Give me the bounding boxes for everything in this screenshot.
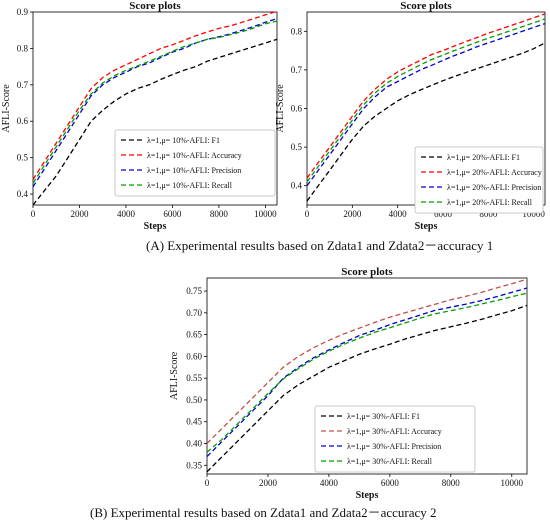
x-tick-label: 4000 (320, 478, 339, 488)
legend-label: λ=1,μ= 20%-AFLI: Precision (447, 183, 541, 192)
series-line-2 (306, 13, 546, 179)
y-tick-label: 0.75 (186, 286, 202, 296)
legend-label: λ=1,μ= 30%-AFLI: F1 (347, 412, 420, 421)
y-tick-label: 0.4 (17, 189, 29, 199)
series-line-2 (206, 278, 528, 444)
x-tick-label: 0 (205, 478, 210, 488)
x-tick-label: 6000 (163, 209, 182, 219)
series-line-4 (206, 292, 528, 453)
y-tick-label: 0.6 (17, 116, 29, 126)
legend-label: λ=1,μ= 10%-AFLI: Precision (147, 166, 241, 175)
x-tick-label: 0 (31, 209, 36, 219)
y-tick-label: 0.7 (291, 65, 303, 75)
x-axis-label: Steps (144, 221, 167, 232)
y-tick-label: 0.60 (186, 351, 202, 361)
legend-label: λ=1,μ= 30%-AFLI: Accuracy (347, 427, 442, 436)
series-line-3 (206, 287, 528, 458)
plot-frame (32, 11, 278, 206)
y-tick-label: 0.8 (17, 43, 29, 53)
chart-2: Score plots 0 2000 4000 6000 8000 10000 0.4 0.5 0… (275, 0, 545, 232)
chart-title: Score plots (129, 0, 181, 12)
series-line-4 (32, 20, 278, 184)
y-axis-label: AFLI-Score (275, 84, 286, 133)
x-tick-label: 10000 (501, 478, 524, 488)
y-tick-label: 0.40 (186, 439, 202, 449)
x-tick-label: 4000 (117, 209, 136, 219)
legend-label: λ=1,μ= 10%-AFLI: F1 (147, 136, 220, 145)
series-line-1 (306, 42, 546, 202)
y-tick-label: 0.55 (186, 373, 202, 383)
x-tick-label: 4000 (389, 209, 408, 219)
y-tick-label: 0.4 (291, 181, 303, 191)
chart-3: Score plots 0 2000 4000 6000 8000 10000 0.35 0.4… (169, 266, 528, 501)
series-line-2 (32, 10, 278, 180)
y-tick-label: 0.7 (17, 80, 29, 90)
series-line-4 (306, 18, 546, 183)
legend-label: λ=1,μ= 20%-AFLI: Recall (447, 198, 533, 207)
x-tick-label: 2000 (70, 209, 89, 219)
y-tick-label: 0.8 (291, 26, 303, 36)
x-axis-label: Steps (415, 221, 438, 232)
x-tick-label: 2000 (343, 209, 362, 219)
y-axis-label: AFLI-Score (169, 351, 180, 400)
series-line-3 (32, 17, 278, 188)
plot-frame (206, 277, 528, 475)
x-tick-label: 0 (305, 209, 310, 219)
legend-label: λ=1,μ= 20%-AFLI: F1 (447, 153, 520, 162)
legend-label: λ=1,μ= 20%-AFLI: Accuracy (447, 168, 542, 177)
legend-label: λ=1,μ= 30%-AFLI: Precision (347, 442, 441, 451)
x-tick-label: 6000 (434, 209, 453, 219)
caption-a: (A) Experimental results based on Zdata1… (146, 238, 494, 253)
legend-label: λ=1,μ= 10%-AFLI: Accuracy (147, 151, 242, 160)
y-tick-label: 0.35 (186, 460, 202, 470)
x-tick-label: 2000 (259, 478, 278, 488)
caption-b: (B) Experimental results based on Zdata1… (90, 505, 437, 520)
series-line-3 (306, 22, 546, 187)
series-line-1 (32, 38, 278, 206)
legend-box (314, 405, 476, 473)
y-tick-label: 0.5 (291, 142, 303, 152)
y-tick-label: 0.50 (186, 395, 202, 405)
chart-title: Score plots (341, 266, 393, 278)
chart-1: Score plots 0 2000 4000 6000 8000 10000 0.4 0.5 0… (1, 0, 278, 232)
x-axis-label: Steps (356, 490, 379, 501)
x-tick-label: 6000 (381, 478, 400, 488)
legend-label: λ=1,μ= 30%-AFLI: Recall (347, 457, 433, 466)
y-tick-label: 0.9 (17, 7, 29, 17)
x-tick-label: 10000 (254, 209, 277, 219)
y-tick-label: 0.5 (17, 153, 29, 163)
chart-title: Score plots (400, 0, 452, 12)
y-tick-label: 0.6 (291, 104, 303, 114)
x-tick-label: 8000 (210, 209, 229, 219)
y-tick-label: 0.65 (186, 330, 202, 340)
x-tick-label: 8000 (442, 478, 461, 488)
y-tick-label: 0.45 (186, 417, 202, 427)
y-tick-label: 0.70 (186, 308, 202, 318)
x-tick-label: 8000 (479, 209, 498, 219)
y-axis-label: AFLI-Score (1, 84, 12, 133)
legend-label: λ=1,μ= 10%-AFLI: Recall (147, 181, 233, 190)
series-line-1 (206, 304, 528, 473)
legend-box (114, 129, 276, 197)
x-tick-label: 10000 (522, 209, 545, 219)
legend-box (414, 146, 544, 214)
